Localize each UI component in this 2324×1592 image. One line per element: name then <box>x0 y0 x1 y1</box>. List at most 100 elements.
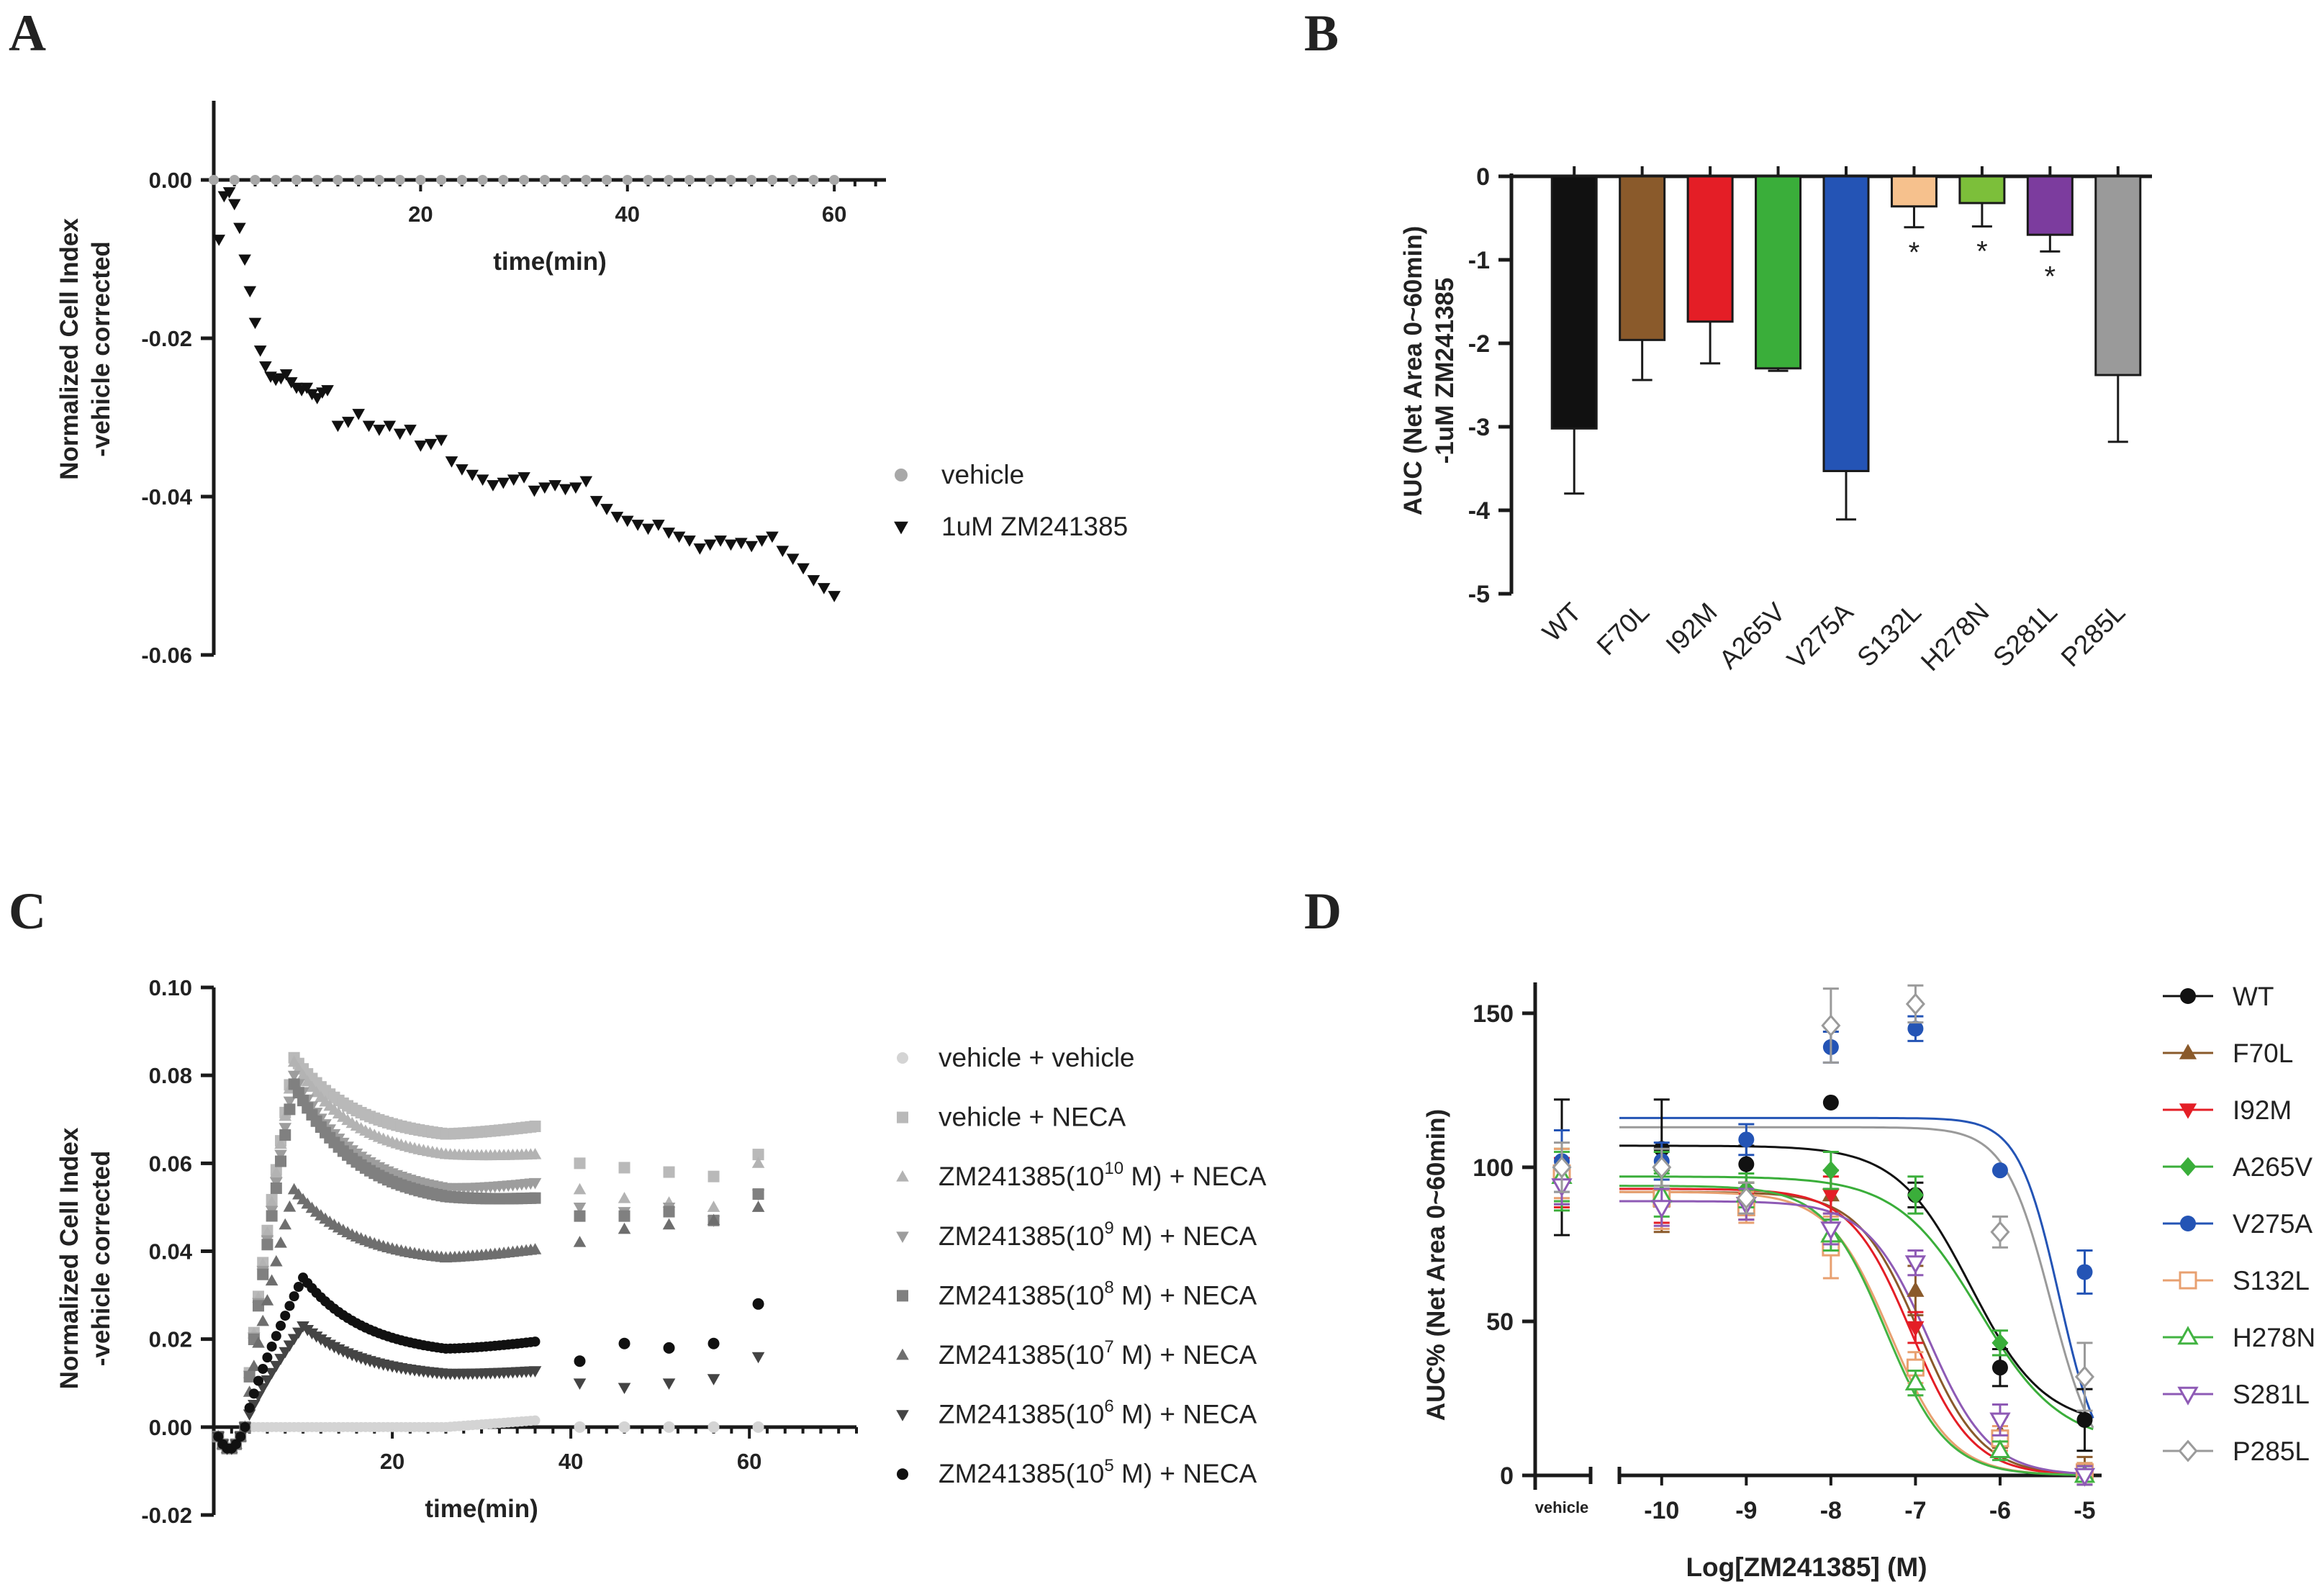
c-point <box>279 1123 292 1134</box>
a-x-axis-label: time(min) <box>493 248 607 276</box>
c-point <box>528 1366 542 1378</box>
a-point-zm <box>321 385 334 397</box>
c-legend-label-main: ZM241385(10 <box>939 1221 1104 1251</box>
d-y-axis-label-line: AUC% (Net Area 0~60min) <box>1422 1109 1450 1421</box>
c-legend-label-suffix: M) + NECA <box>1114 1459 1257 1488</box>
c-legend-label-suffix: M) + NECA <box>1114 1340 1257 1370</box>
d-y-tick-label: 150 <box>1473 1000 1514 1028</box>
c-legend-marker <box>897 1052 908 1064</box>
c-point-sparse <box>573 1203 587 1214</box>
a-point-zm <box>517 472 530 484</box>
c-legend-label: vehicle + NECA <box>939 1103 1126 1132</box>
c-point-sparse <box>573 1182 587 1195</box>
b-bar-A265V <box>1755 175 1802 370</box>
a-point-vehicle <box>353 175 364 185</box>
a-point-vehicle <box>209 175 219 185</box>
d-y-tick-label: 50 <box>1486 1308 1514 1336</box>
d-vehicle-label: vehicle <box>1535 1498 1589 1516</box>
c-legend-label-exponent: 8 <box>1104 1277 1113 1297</box>
c-legend-label: ZM241385(105 M) + NECA <box>939 1456 1257 1488</box>
d-point-V275A <box>1738 1131 1755 1148</box>
b-category-label: P285L <box>2056 597 2131 673</box>
a-point-vehicle <box>271 175 281 185</box>
c-point-sparse <box>707 1170 720 1182</box>
b-y-axis-label: AUC (Net Area 0~60min) -1uM ZM241385 <box>1399 226 1459 515</box>
c-point-sparse <box>574 1355 586 1367</box>
c-point-sparse <box>752 1188 764 1200</box>
d-point-P285L <box>1990 1221 2010 1244</box>
c-legend-marker <box>896 1410 909 1421</box>
c-legend-label-suffix: M) + NECA <box>1114 1280 1257 1310</box>
a-point-zm <box>393 428 407 440</box>
c-point <box>231 1439 242 1449</box>
c-point <box>252 1336 265 1348</box>
c-legend-marker <box>897 1290 908 1302</box>
c-point <box>235 1432 246 1442</box>
a-point-vehicle <box>767 175 777 185</box>
b-bar-I92M <box>1686 175 1734 323</box>
c-y-axis-label-line: Normalized Cell Index <box>55 1127 83 1389</box>
a-point-zm <box>672 531 686 543</box>
d-legend-label: S281L <box>2233 1380 2310 1409</box>
b-category-label: S281L <box>1987 597 2063 673</box>
c-point <box>270 1254 283 1267</box>
c-point-sparse <box>752 1298 764 1310</box>
c-point <box>248 1388 259 1399</box>
a-point-zm <box>807 575 820 587</box>
d-legend-marker <box>2178 1439 2198 1462</box>
d-legend-label: I92M <box>2233 1095 2292 1125</box>
c-point <box>283 1200 297 1212</box>
d-legend-marker <box>2180 1216 2196 1231</box>
d-point-V275A <box>1907 1021 1924 1037</box>
c-legend-label-main: ZM241385(10 <box>939 1400 1104 1429</box>
a-x-tick-label: 20 <box>408 202 433 227</box>
a-point-zm <box>559 484 572 496</box>
c-point <box>243 1370 256 1383</box>
d-legend-marker <box>2179 1044 2197 1059</box>
a-point-zm <box>507 474 520 486</box>
b-category-label: I92M <box>1660 597 1723 660</box>
a-point-zm <box>600 504 613 515</box>
a-point-zm <box>817 583 831 594</box>
c-point <box>289 1291 299 1302</box>
d-fit-curve-S281L <box>1619 1200 2094 1475</box>
d-fit-curve-V275A <box>1619 1116 2094 1419</box>
d-legend-marker <box>2177 1386 2199 1406</box>
a-point-zm <box>786 553 800 565</box>
a-point-vehicle <box>374 175 384 185</box>
a-point-zm <box>404 425 417 436</box>
c-point <box>265 1274 279 1286</box>
a-point-zm <box>828 591 841 602</box>
c-point-sparse <box>573 1378 587 1390</box>
b-y-tick-label: -3 <box>1468 414 1490 441</box>
a-point-vehicle <box>498 175 509 185</box>
b-bar-F70L <box>1619 175 1666 341</box>
c-point <box>530 1415 541 1426</box>
a-point-vehicle <box>312 175 322 185</box>
a-point-vehicle <box>787 175 798 185</box>
d-point-I92M <box>1907 1321 1925 1337</box>
a-point-zm <box>724 539 738 551</box>
c-legend-label: ZM241385(108 M) + NECA <box>939 1277 1257 1310</box>
b-y-tick-label: -5 <box>1468 581 1490 608</box>
c-y-axis-label-line: -vehicle corrected <box>87 1151 115 1367</box>
d-x-tick-label: -6 <box>1989 1497 2011 1524</box>
b-category-label: WT <box>1537 597 1587 648</box>
a-point-zm <box>589 496 603 507</box>
d-point-S281L <box>1989 1412 2011 1432</box>
c-point <box>292 1327 305 1339</box>
a-point-zm <box>222 187 236 199</box>
c-point-sparse <box>707 1421 720 1433</box>
c-point <box>262 1352 273 1363</box>
c-point-sparse <box>574 1421 586 1433</box>
c-point <box>528 1148 542 1159</box>
a-point-vehicle <box>436 175 447 185</box>
d-fit-curve-S132L <box>1619 1190 2094 1476</box>
c-legend-label-exponent: 7 <box>1104 1337 1113 1357</box>
d-point-WT <box>1738 1156 1755 1172</box>
c-point <box>280 1311 291 1321</box>
c-point <box>270 1182 282 1194</box>
a-point-zm <box>445 456 458 468</box>
